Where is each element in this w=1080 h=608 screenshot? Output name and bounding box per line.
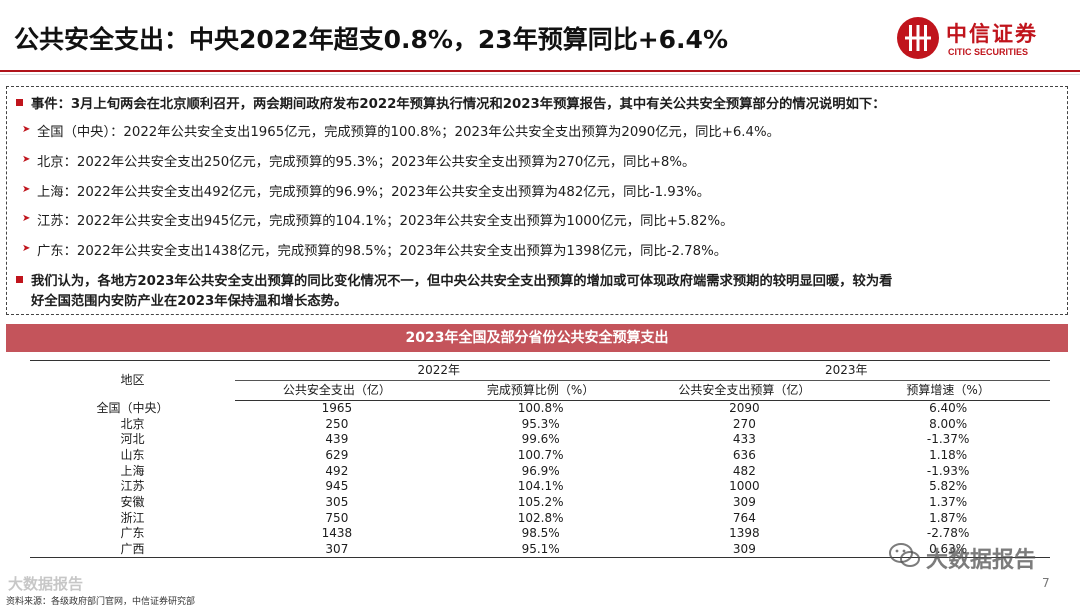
table-cell: 100.8% — [517, 401, 564, 416]
column-header: 预算增速（%） — [846, 380, 1050, 401]
table-cell: 309 — [642, 541, 847, 558]
table-cell: 439 — [325, 432, 349, 447]
table-cell: 1438 — [321, 526, 353, 541]
column-header: 公共安全支出预算（亿） — [642, 380, 847, 401]
table-row: 广西 307 95.1% 309 0.63% — [30, 541, 1050, 558]
table-row: 江苏 945 104.1% 1000 5.82% — [30, 479, 1050, 495]
table-cell: 433 — [732, 432, 756, 447]
arrow-bullet-icon: ➤ — [22, 154, 31, 165]
table-cell: 2090 — [729, 401, 760, 416]
table-cell: 96.9% — [521, 463, 560, 478]
table-cell: 广东 — [120, 526, 145, 541]
arrow-bullet-icon: ➤ — [22, 243, 31, 254]
table-cell: 安徽 — [120, 494, 145, 509]
table-cell: 309 — [732, 494, 756, 509]
opinion-line-1: 我们认为，各地方2023年公共安全支出预算的同比变化情况不一，但中央公共安全支出… — [31, 274, 893, 289]
table-cell: 全国（中央） — [96, 400, 169, 415]
table-cell: 广西 — [30, 541, 235, 558]
table-cell: 95.1% — [438, 541, 643, 558]
table-cell: 250 — [325, 416, 349, 431]
table-cell: 750 — [325, 510, 349, 525]
table-cell: 764 — [732, 510, 756, 525]
region-column-header: 地区 — [30, 360, 235, 401]
table-cell: 104.1% — [517, 479, 564, 494]
table-row: 全国（中央） 1965 100.8% 2090 6.40% — [30, 401, 1050, 417]
event-text: 事件：3月上旬两会在北京顺利召开，两会期间政府发布2022年预算执行情况和202… — [31, 97, 886, 112]
column-header: 完成预算比例（%） — [438, 380, 643, 401]
table-cell: 1.18% — [929, 447, 968, 462]
table-title: 2023年全国及部分省份公共安全预算支出 — [6, 324, 1068, 352]
table-cell: -1.93% — [926, 463, 970, 478]
budget-table: 地区 2022年 2023年 公共安全支出（亿） 完成预算比例（%） 公共安全支… — [30, 360, 1050, 558]
bullet-square-icon — [16, 99, 23, 106]
table-cell: 0.63% — [846, 541, 1050, 558]
table-cell: 482 — [732, 463, 756, 478]
point-shanghai: 上海：2022年公共安全支出492亿元，完成预算的96.9%；2023年公共安全… — [37, 185, 711, 200]
table-cell: 江苏 — [120, 479, 145, 494]
citic-logo: 中信证券 CITIC SECURITIES — [896, 16, 1056, 64]
title-rule — [0, 70, 1080, 72]
wechat-icon — [889, 543, 920, 567]
point-national: 全国（中央）：2022年公共安全支出1965亿元，完成预算的100.8%；202… — [37, 125, 780, 140]
watermark-right: 大数据报告 — [926, 548, 1037, 573]
page-title: 公共安全支出：中央2022年超支0.8%，23年预算同比+6.4% — [14, 25, 728, 54]
year-2023-header: 2023年 — [642, 360, 1050, 381]
table-cell: 100.7% — [517, 447, 564, 462]
point-jiangsu: 江苏：2022年公共安全支出945亿元，完成预算的104.1%；2023年公共安… — [37, 214, 734, 229]
table-cell: 1965 — [321, 401, 353, 416]
table-cell: 99.6% — [521, 432, 560, 447]
table-cell: 95.3% — [521, 416, 560, 431]
table-row: 山东 629 100.7% 636 1.18% — [30, 448, 1050, 464]
table-cell: 1000 — [729, 479, 760, 494]
table-row: 北京 250 95.3% 270 8.00% — [30, 416, 1050, 432]
table-cell: 98.5% — [521, 526, 560, 541]
point-guangdong: 广东：2022年公共安全支出1438亿元，完成预算的98.5%；2023年公共安… — [37, 244, 728, 259]
table-cell: 山东 — [120, 447, 145, 462]
arrow-bullet-icon: ➤ — [22, 124, 31, 135]
source-note: 资料来源：各级政府部门官网，中信证券研究部 — [6, 597, 196, 607]
table-row: 浙江 750 102.8% 764 1.87% — [30, 510, 1050, 526]
table-cell: 105.2% — [517, 494, 564, 509]
table-row: 广东 1438 98.5% 1398 -2.78% — [30, 526, 1050, 542]
table-cell: 270 — [732, 416, 756, 431]
logo-english-name: CITIC SECURITIES — [948, 47, 1029, 57]
table-row: 上海 492 96.9% 482 -1.93% — [30, 463, 1050, 479]
table-cell: 102.8% — [517, 510, 564, 525]
bullet-square-icon — [16, 276, 23, 283]
table-cell: 5.82% — [929, 479, 968, 494]
arrow-bullet-icon: ➤ — [22, 184, 31, 195]
title-rule-secondary — [0, 74, 1080, 75]
table-row: 安徽 305 105.2% 309 1.37% — [30, 495, 1050, 511]
table-cell: 上海 — [120, 463, 145, 478]
table-row: 河北 439 99.6% 433 -1.37% — [30, 432, 1050, 448]
table-cell: 1.37% — [929, 494, 968, 509]
citic-logo-icon — [897, 17, 939, 59]
opinion-line-2: 好全国范围内安防产业在2023年保持温和增长态势。 — [31, 294, 348, 309]
table-cell: -1.37% — [926, 432, 970, 447]
table-cell: 636 — [732, 447, 756, 462]
point-beijing: 北京：2022年公共安全支出250亿元，完成预算的95.3%；2023年公共安全… — [37, 155, 696, 170]
page-number: 7 — [1042, 576, 1050, 590]
summary-box: 事件：3月上旬两会在北京顺利召开，两会期间政府发布2022年预算执行情况和202… — [6, 86, 1068, 315]
table-cell: 北京 — [120, 416, 145, 431]
table-cell: 1398 — [729, 526, 760, 541]
table-cell: 945 — [325, 479, 349, 494]
table-cell: 492 — [325, 463, 349, 478]
table-cell: -2.78% — [926, 526, 970, 541]
table-cell: 河北 — [120, 432, 145, 447]
year-2022-header: 2022年 — [235, 360, 643, 381]
table-cell: 浙江 — [120, 510, 145, 525]
arrow-bullet-icon: ➤ — [22, 213, 31, 224]
table-cell: 307 — [235, 541, 439, 558]
column-header: 公共安全支出（亿） — [235, 380, 439, 401]
watermark-left: 大数据报告 — [8, 575, 84, 593]
table-cell: 305 — [325, 494, 349, 509]
table-cell: 1.87% — [929, 510, 968, 525]
table-cell: 629 — [325, 447, 349, 462]
table-cell: 8.00% — [929, 416, 968, 431]
logo-chinese-name: 中信证券 — [946, 22, 1038, 46]
table-cell: 6.40% — [929, 401, 968, 416]
